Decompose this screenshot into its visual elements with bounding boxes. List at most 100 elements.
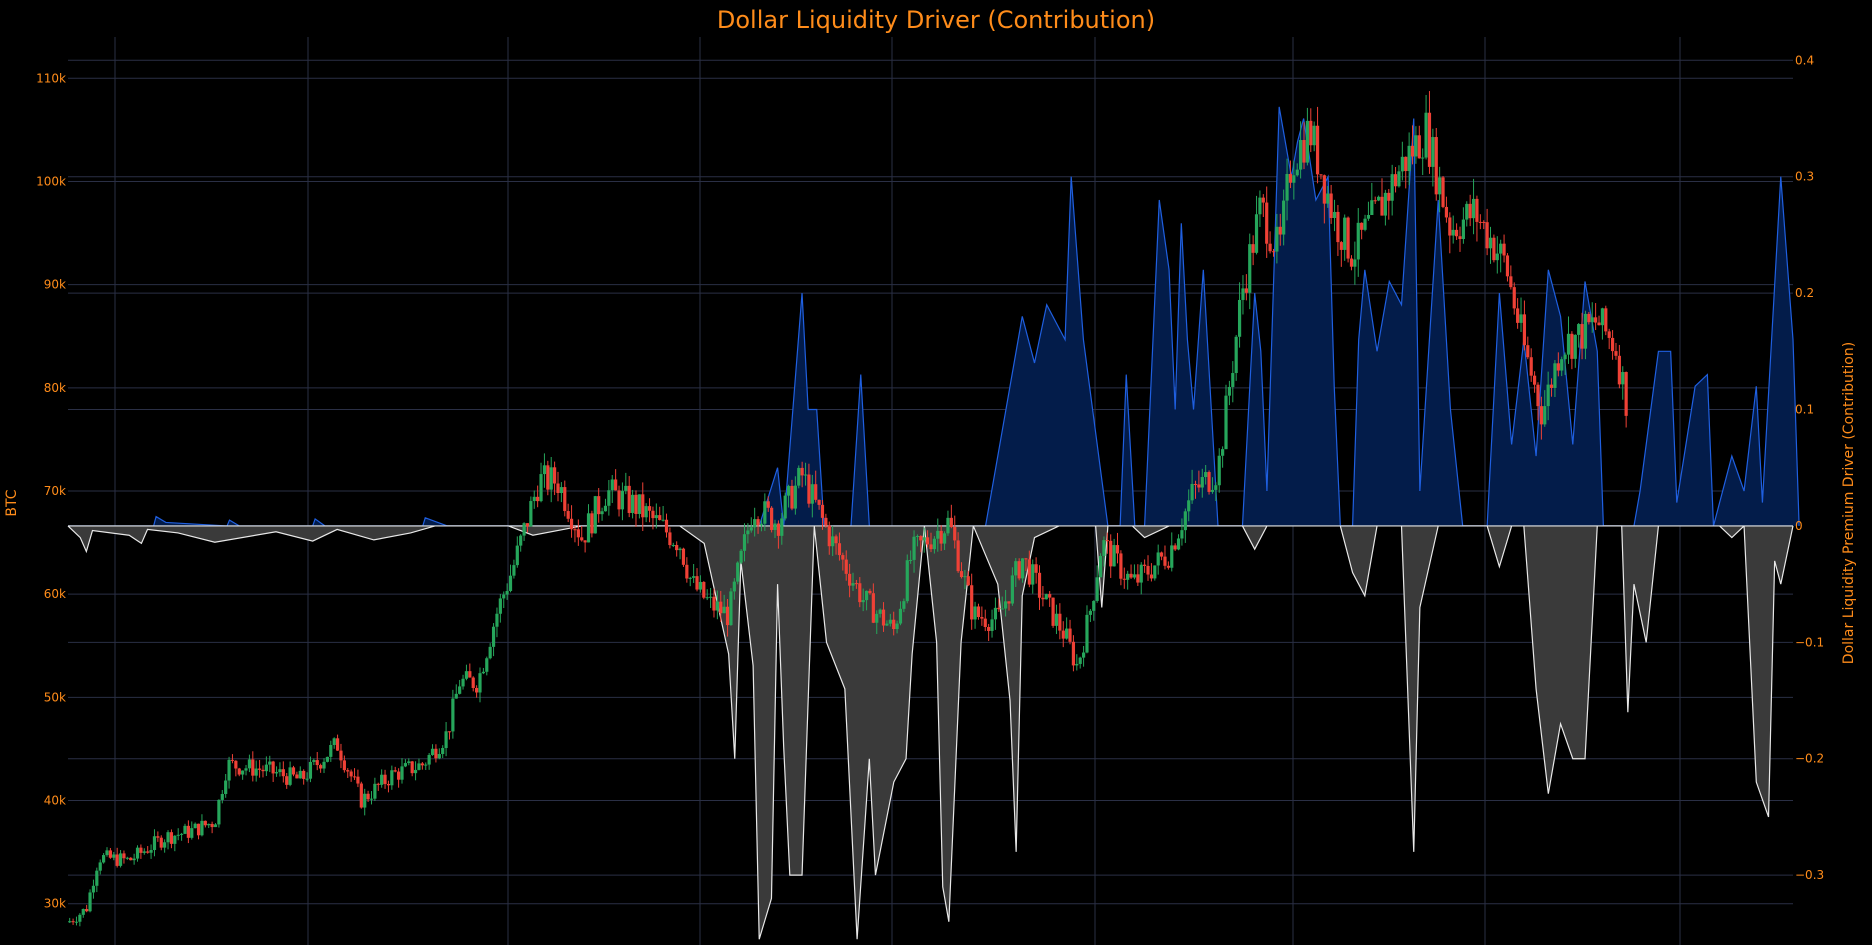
candle-body bbox=[692, 576, 696, 578]
candle-body bbox=[1078, 657, 1082, 664]
candle-body bbox=[281, 769, 285, 777]
candle-body bbox=[912, 536, 916, 560]
candle-body bbox=[1254, 214, 1259, 253]
candle-body bbox=[237, 768, 241, 775]
candle-body bbox=[871, 593, 875, 623]
candle-body bbox=[644, 506, 648, 518]
candle-body bbox=[593, 496, 597, 534]
right-tick-label: 0.2 bbox=[1795, 286, 1814, 300]
candle-body bbox=[861, 600, 865, 603]
candle-body bbox=[959, 571, 964, 578]
candle-body bbox=[1516, 308, 1520, 323]
candle-body bbox=[1505, 255, 1510, 277]
candle-body bbox=[1566, 333, 1571, 355]
candle-body bbox=[536, 496, 540, 502]
candle-body bbox=[905, 560, 909, 602]
candle-body bbox=[407, 761, 411, 764]
candle-body bbox=[420, 763, 424, 766]
candle-body bbox=[1424, 112, 1428, 158]
candle-body bbox=[1234, 336, 1238, 374]
candle-body bbox=[1390, 174, 1394, 201]
candle-body bbox=[1190, 483, 1194, 501]
candle-body bbox=[1309, 120, 1313, 146]
left-tick-label: 90k bbox=[44, 278, 66, 292]
candle-body bbox=[1282, 200, 1286, 235]
candle-body bbox=[1088, 610, 1092, 615]
candle-body bbox=[1475, 198, 1479, 222]
candle-body bbox=[1454, 229, 1459, 237]
right-tick-label: 0 bbox=[1795, 519, 1803, 533]
candle-body bbox=[122, 853, 126, 859]
candle-body bbox=[227, 759, 231, 781]
candle-body bbox=[1607, 331, 1611, 338]
candle-body bbox=[1305, 120, 1309, 163]
candle-body bbox=[909, 559, 913, 561]
candle-body bbox=[1573, 334, 1577, 359]
candle-body bbox=[729, 591, 733, 626]
left-tick-label: 40k bbox=[44, 794, 66, 808]
right-tick-label: 0.4 bbox=[1795, 53, 1814, 67]
candle-body bbox=[590, 513, 594, 534]
candle-body bbox=[885, 623, 889, 626]
candle-body bbox=[312, 760, 316, 762]
candle-body bbox=[1183, 511, 1187, 531]
candle-body bbox=[617, 490, 621, 510]
candle-body bbox=[1285, 173, 1289, 201]
candle-body bbox=[380, 774, 384, 785]
left-tick-label: 50k bbox=[44, 690, 66, 704]
left-tick-label: 30k bbox=[44, 897, 66, 911]
candle-body bbox=[1594, 317, 1598, 323]
candle-body bbox=[1200, 477, 1204, 488]
candle-body bbox=[705, 597, 709, 599]
candle-body bbox=[817, 499, 821, 505]
candle-body bbox=[1370, 200, 1374, 215]
candle-body bbox=[1027, 559, 1031, 585]
candle-body bbox=[1126, 573, 1130, 580]
candle-body bbox=[1383, 192, 1387, 216]
candle-body bbox=[288, 767, 292, 785]
candle-body bbox=[892, 619, 896, 630]
left-tick-label: 80k bbox=[44, 381, 66, 395]
candle-body bbox=[1122, 578, 1126, 580]
positive-series-fill bbox=[68, 106, 1800, 526]
candle-body bbox=[220, 793, 224, 800]
candle-body bbox=[814, 484, 818, 500]
candle-body bbox=[766, 501, 770, 508]
candle-body bbox=[722, 606, 726, 614]
candle-body bbox=[970, 585, 974, 620]
candle-body bbox=[1597, 322, 1601, 326]
candle-body bbox=[179, 833, 184, 835]
candle-body bbox=[607, 490, 611, 506]
candle-body bbox=[410, 761, 414, 774]
candle-body bbox=[858, 583, 862, 603]
candle-body bbox=[488, 646, 492, 659]
candle-body bbox=[1007, 601, 1011, 604]
candle-body bbox=[1329, 193, 1333, 218]
candle-body bbox=[1441, 177, 1445, 207]
candle-body bbox=[1448, 217, 1452, 236]
candle-body bbox=[1458, 236, 1462, 240]
candle-body bbox=[400, 766, 404, 780]
candle-body bbox=[468, 671, 472, 678]
candle-body bbox=[403, 763, 408, 767]
candle-body bbox=[1438, 177, 1442, 195]
candle-body bbox=[234, 760, 238, 769]
right-axis-ticks: −0.3 −0.2 −0.1 0 0.1 0.2 0.3 0.4 bbox=[1795, 53, 1824, 882]
candle-body bbox=[1217, 455, 1221, 486]
candle-body bbox=[949, 517, 953, 528]
candle-body bbox=[1149, 574, 1154, 579]
candle-body bbox=[1275, 226, 1279, 252]
candle-body bbox=[1393, 174, 1398, 187]
candle-body bbox=[841, 555, 845, 560]
left-tick-label: 60k bbox=[44, 587, 66, 601]
candle-body bbox=[695, 576, 699, 590]
left-tick-label: 110k bbox=[36, 71, 66, 85]
candle-body bbox=[254, 768, 258, 776]
candle-body bbox=[573, 529, 577, 531]
candle-body bbox=[451, 698, 455, 732]
candle-body bbox=[712, 596, 716, 611]
candle-body bbox=[1539, 406, 1543, 425]
candle-body bbox=[532, 496, 536, 502]
candle-body bbox=[827, 525, 831, 547]
candle-body bbox=[803, 474, 808, 476]
